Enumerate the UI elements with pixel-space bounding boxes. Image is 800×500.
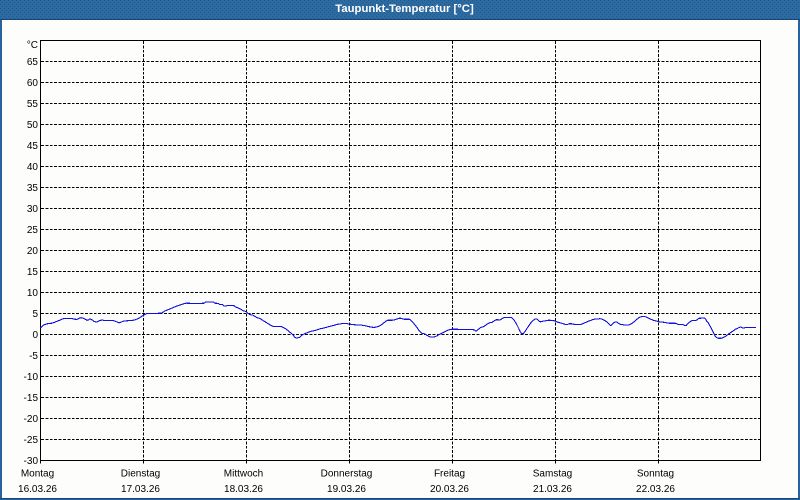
- svg-text:5: 5: [32, 309, 38, 320]
- svg-text:20.03.26: 20.03.26: [430, 484, 469, 495]
- svg-text:-25: -25: [24, 435, 39, 446]
- svg-text:40: 40: [27, 162, 39, 173]
- svg-text:Samstag: Samstag: [533, 469, 572, 480]
- svg-text:50: 50: [27, 120, 39, 131]
- svg-text:55: 55: [27, 99, 39, 110]
- svg-text:-10: -10: [24, 372, 39, 383]
- svg-text:-20: -20: [24, 414, 39, 425]
- svg-text:60: 60: [27, 78, 39, 89]
- svg-text:18.03.26: 18.03.26: [224, 484, 263, 495]
- svg-text:21.03.26: 21.03.26: [533, 484, 572, 495]
- svg-text:°C: °C: [27, 40, 38, 51]
- svg-text:-30: -30: [24, 456, 39, 467]
- svg-text:Dienstag: Dienstag: [121, 469, 160, 480]
- svg-text:25: 25: [27, 225, 39, 236]
- svg-text:0: 0: [32, 330, 38, 341]
- svg-text:10: 10: [27, 288, 39, 299]
- svg-text:15: 15: [27, 267, 39, 278]
- svg-text:Donnerstag: Donnerstag: [321, 469, 373, 480]
- svg-text:16.03.26: 16.03.26: [18, 484, 57, 495]
- svg-text:Mittwoch: Mittwoch: [224, 469, 263, 480]
- svg-text:-15: -15: [24, 393, 39, 404]
- svg-text:19.03.26: 19.03.26: [327, 484, 366, 495]
- svg-text:30: 30: [27, 204, 39, 215]
- svg-text:22.03.26: 22.03.26: [636, 484, 675, 495]
- svg-text:Sonntag: Sonntag: [637, 469, 674, 480]
- svg-text:20: 20: [27, 246, 39, 257]
- svg-text:Taupunkt-Temperatur [°C]: Taupunkt-Temperatur [°C]: [335, 3, 474, 15]
- svg-text:Freitag: Freitag: [434, 469, 465, 480]
- svg-text:-5: -5: [29, 351, 38, 362]
- svg-text:17.03.26: 17.03.26: [121, 484, 160, 495]
- svg-text:45: 45: [27, 141, 39, 152]
- svg-text:Montag: Montag: [21, 469, 54, 480]
- svg-text:35: 35: [27, 183, 39, 194]
- svg-text:65: 65: [27, 57, 39, 68]
